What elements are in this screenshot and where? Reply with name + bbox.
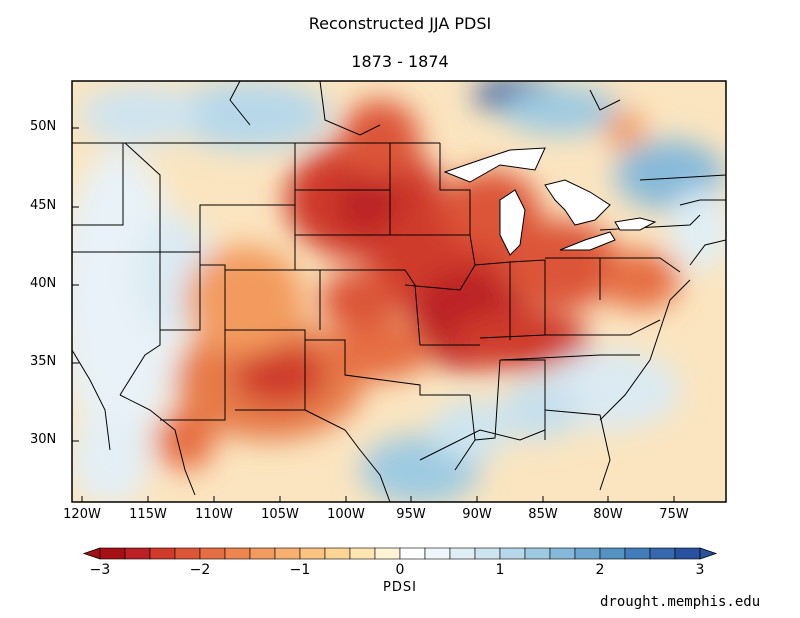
lat-label-40n: 40N — [30, 276, 57, 291]
colorbar-tick: −3 — [89, 562, 111, 578]
lat-label-35n: 35N — [30, 354, 57, 369]
colorbar-swatch — [599, 547, 626, 560]
colorbar-tick: 3 — [695, 562, 705, 578]
colorbar-swatch — [349, 547, 376, 560]
credit-text: drought.memphis.edu — [600, 594, 761, 610]
pdsi-field — [72, 81, 726, 502]
colorbar-swatch — [549, 547, 576, 560]
colorbar-swatch — [574, 547, 601, 560]
map-period: 1873 - 1874 — [351, 52, 449, 71]
colorbar-swatch — [124, 547, 151, 560]
colorbar-swatch — [174, 547, 201, 560]
lon-label-120w: 120W — [63, 507, 101, 522]
colorbar-swatch — [224, 547, 251, 560]
colorbar-swatch — [524, 547, 551, 560]
colorbar-swatch — [499, 547, 526, 560]
colorbar-label: PDSI — [383, 580, 417, 595]
colorbar-tick: 1 — [495, 562, 505, 578]
colorbar-tick: 2 — [595, 562, 605, 578]
colorbar-swatch — [399, 547, 426, 560]
lon-label-80w: 80W — [593, 507, 623, 522]
map-title: Reconstructed JJA PDSI — [308, 14, 492, 33]
colorbar-swatch — [624, 547, 651, 560]
lon-label-85w: 85W — [528, 507, 558, 522]
colorbar-arrow-high — [699, 547, 718, 560]
lon-label-115w: 115W — [129, 507, 167, 522]
colorbar-swatch — [199, 547, 226, 560]
colorbar-swatch — [374, 547, 401, 560]
lat-label-30n: 30N — [30, 432, 57, 447]
colorbar-swatch — [299, 547, 326, 560]
colorbar-tick: 0 — [395, 562, 405, 578]
colorbar-arrow-low — [82, 547, 101, 560]
colorbar-swatch — [449, 547, 476, 560]
colorbar-swatch — [249, 547, 276, 560]
colorbar — [82, 547, 718, 560]
lon-label-110w: 110W — [195, 507, 233, 522]
lon-label-100w: 100W — [327, 507, 365, 522]
colorbar-swatch — [274, 547, 301, 560]
colorbar-tick: −1 — [289, 562, 311, 578]
colorbar-swatch — [424, 547, 451, 560]
lat-label-45n: 45N — [30, 198, 57, 213]
lat-label-50n: 50N — [30, 119, 57, 134]
lon-label-90w: 90W — [462, 507, 492, 522]
lon-label-105w: 105W — [261, 507, 299, 522]
map-frame — [71, 80, 727, 503]
colorbar-swatch — [99, 547, 126, 560]
lat-ticks — [72, 127, 79, 442]
colorbar-swatch — [149, 547, 176, 560]
colorbar-swatch — [674, 547, 701, 560]
colorbar-swatch — [324, 547, 351, 560]
great-lakes — [443, 147, 657, 256]
lon-label-95w: 95W — [396, 507, 426, 522]
lon-ticks — [81, 496, 675, 502]
lon-label-75w: 75W — [659, 507, 689, 522]
borders — [72, 81, 726, 502]
colorbar-swatch — [474, 547, 501, 560]
colorbar-swatch — [649, 547, 676, 560]
colorbar-tick: −2 — [189, 562, 211, 578]
